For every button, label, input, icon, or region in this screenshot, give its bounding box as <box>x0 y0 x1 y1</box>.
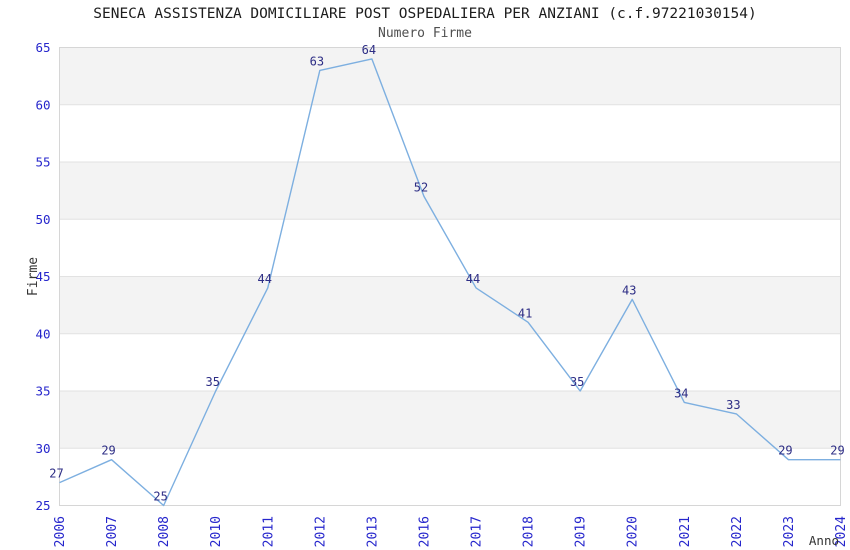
chart-subtitle: Numero Firme <box>378 26 472 41</box>
x-tick-label: 2019 <box>574 516 589 547</box>
series-line <box>59 58 841 507</box>
x-tick-label: 2008 <box>157 516 172 547</box>
data-point-label: 33 <box>726 398 740 412</box>
x-tick-label: 2016 <box>417 516 432 547</box>
plot-band <box>59 391 841 449</box>
data-point-label: 44 <box>258 272 272 286</box>
y-tick-label: 55 <box>35 155 50 170</box>
x-tick-label: 2024 <box>834 516 849 547</box>
plot-band <box>59 162 841 220</box>
data-point-label: 34 <box>674 386 688 400</box>
plot-band <box>59 276 841 334</box>
data-point-label: 29 <box>101 444 115 458</box>
y-tick-label: 40 <box>35 326 50 341</box>
data-point-label: 63 <box>310 54 324 68</box>
data-point-label: 29 <box>778 444 792 458</box>
x-tick-label: 2023 <box>782 516 797 547</box>
y-tick-label: 35 <box>35 384 50 399</box>
x-tick-label: 2007 <box>105 516 120 547</box>
y-axis-tick-labels: 25 30 35 40 45 50 55 60 65 <box>35 40 50 513</box>
y-tick-label: 45 <box>35 269 50 284</box>
data-point-label: 35 <box>205 375 219 389</box>
plot-border <box>59 47 841 506</box>
x-tick-label: 2011 <box>261 516 276 547</box>
chart-title: SENECA ASSISTENZA DOMICILIARE POST OSPED… <box>93 6 757 22</box>
x-tick-label: 2017 <box>470 516 485 547</box>
plot-band <box>59 47 841 105</box>
data-point-label: 64 <box>362 43 376 57</box>
x-tick-label: 2018 <box>522 516 537 547</box>
plot-bands <box>59 47 841 449</box>
data-point-label: 25 <box>153 490 167 504</box>
data-point-label: 35 <box>570 375 584 389</box>
x-tick-label: 2022 <box>730 516 745 547</box>
y-tick-label: 60 <box>35 97 50 112</box>
x-axis-tick-labels: 2006 2007 2008 2010 2011 2012 2013 2016 2017 2018… <box>53 516 849 547</box>
x-tick-label: 2006 <box>53 516 68 547</box>
data-point-label: 44 <box>466 272 480 286</box>
data-point-label: 43 <box>622 283 636 297</box>
x-tick-label: 2021 <box>678 516 693 547</box>
y-tick-label: 30 <box>35 441 50 456</box>
x-tick-label: 2020 <box>626 516 641 547</box>
y-tick-label: 50 <box>35 212 50 227</box>
x-tick-label: 2012 <box>313 516 328 547</box>
y-tick-label: 25 <box>35 498 50 513</box>
y-tick-label: 65 <box>35 40 50 55</box>
data-point-label: 29 <box>830 444 844 458</box>
data-point-label: 52 <box>414 180 428 194</box>
x-tick-label: 2013 <box>365 516 380 547</box>
y-axis-title: Firme <box>26 257 41 296</box>
data-point-label: 27 <box>49 467 63 481</box>
x-axis-title: Anno <box>809 533 839 548</box>
data-point-labels: 27 29 25 35 44 63 64 52 44 41 35 43 34 33 29 29 <box>49 43 844 504</box>
x-tick-label: 2010 <box>209 516 224 547</box>
data-point-label: 41 <box>518 306 532 320</box>
